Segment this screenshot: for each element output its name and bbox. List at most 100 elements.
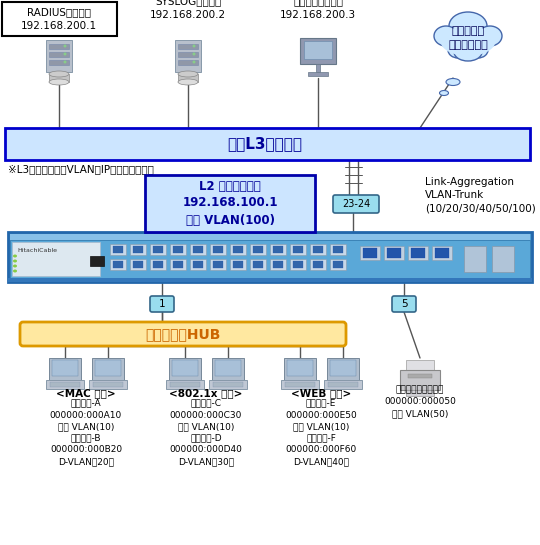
Bar xyxy=(133,261,143,268)
Bar xyxy=(313,261,323,268)
FancyBboxPatch shape xyxy=(392,296,416,312)
Bar xyxy=(193,261,203,268)
Ellipse shape xyxy=(441,26,496,56)
Bar xyxy=(387,248,401,258)
Bar xyxy=(95,360,121,376)
Ellipse shape xyxy=(13,264,17,268)
Bar xyxy=(170,244,186,255)
Ellipse shape xyxy=(192,52,195,56)
FancyBboxPatch shape xyxy=(20,322,346,346)
Text: 認証端末-F
000000:000F60
D-VLAN（40）: 認証端末-F 000000:000F60 D-VLAN（40） xyxy=(285,434,356,467)
Bar xyxy=(360,246,380,260)
Bar xyxy=(333,261,343,268)
Bar xyxy=(110,259,126,270)
Text: 1: 1 xyxy=(159,299,165,309)
Bar xyxy=(285,382,315,387)
Text: 23-24: 23-24 xyxy=(342,199,370,209)
Bar xyxy=(281,380,319,389)
Bar xyxy=(215,360,241,376)
Text: 5: 5 xyxy=(401,299,407,309)
Bar xyxy=(8,232,532,282)
Text: 認証不要プリンター
000000:000050
固定 VLAN(50): 認証不要プリンター 000000:000050 固定 VLAN(50) xyxy=(384,386,456,419)
Text: SYSLOGサーバー
192.168.200.2: SYSLOGサーバー 192.168.200.2 xyxy=(150,0,226,20)
Bar xyxy=(12,242,100,276)
Bar xyxy=(310,259,326,270)
Bar xyxy=(10,240,530,278)
Bar xyxy=(270,244,286,255)
Bar xyxy=(90,256,104,266)
Text: リピーターHUB: リピーターHUB xyxy=(145,327,221,341)
Text: L2 認証スイッチ
192.168.100.1
管理 VLAN(100): L2 認証スイッチ 192.168.100.1 管理 VLAN(100) xyxy=(183,179,278,227)
Bar xyxy=(250,259,266,270)
Bar xyxy=(213,261,223,268)
Bar xyxy=(293,246,303,253)
Bar xyxy=(153,246,163,253)
Bar xyxy=(284,358,316,380)
Text: 認証端末-A
000000:000A10
固定 VLAN(10): 認証端末-A 000000:000A10 固定 VLAN(10) xyxy=(50,399,122,431)
Bar xyxy=(49,52,69,57)
Bar xyxy=(230,244,246,255)
Text: 認証端末-C
000000:000C30
固定 VLAN(10): 認証端末-C 000000:000C30 固定 VLAN(10) xyxy=(170,399,242,431)
Bar xyxy=(363,248,377,258)
Bar xyxy=(52,360,78,376)
Bar xyxy=(169,358,201,380)
Bar xyxy=(8,278,532,282)
Ellipse shape xyxy=(178,71,198,77)
Bar xyxy=(110,244,126,255)
Ellipse shape xyxy=(64,60,66,64)
Bar xyxy=(313,246,323,253)
Bar xyxy=(193,246,203,253)
Ellipse shape xyxy=(446,78,460,86)
Bar xyxy=(210,259,226,270)
Bar xyxy=(432,246,452,260)
Bar xyxy=(49,74,69,82)
Ellipse shape xyxy=(192,45,195,47)
Bar xyxy=(153,261,163,268)
Bar xyxy=(253,246,263,253)
Ellipse shape xyxy=(449,12,487,40)
Text: 認証端末-D
000000:000D40
D-VLAN（30）: 認証端末-D 000000:000D40 D-VLAN（30） xyxy=(170,434,242,467)
Ellipse shape xyxy=(448,42,468,58)
Ellipse shape xyxy=(64,52,66,56)
Bar xyxy=(150,244,166,255)
Bar xyxy=(290,259,306,270)
Bar xyxy=(250,244,266,255)
Bar xyxy=(287,360,313,376)
Ellipse shape xyxy=(178,79,198,85)
Ellipse shape xyxy=(64,45,66,47)
Bar xyxy=(93,382,123,387)
Ellipse shape xyxy=(434,26,458,46)
Bar xyxy=(150,259,166,270)
Bar xyxy=(178,74,198,82)
Bar xyxy=(384,246,404,260)
Bar xyxy=(113,261,123,268)
Bar xyxy=(173,261,183,268)
Bar xyxy=(113,246,123,253)
Bar xyxy=(145,175,315,232)
Bar xyxy=(304,41,332,59)
Bar xyxy=(212,358,244,380)
Bar xyxy=(49,60,69,65)
Bar xyxy=(130,244,146,255)
Text: 上位L3スイッチ: 上位L3スイッチ xyxy=(227,136,302,152)
Bar xyxy=(173,246,183,253)
Bar xyxy=(327,358,359,380)
Ellipse shape xyxy=(13,269,17,272)
Bar xyxy=(400,370,440,390)
Bar xyxy=(328,382,358,387)
Bar xyxy=(49,358,81,380)
Ellipse shape xyxy=(13,255,17,257)
Bar xyxy=(408,374,432,378)
Bar xyxy=(133,246,143,253)
Bar xyxy=(49,44,69,49)
Bar xyxy=(46,380,84,389)
Bar xyxy=(178,52,198,57)
Text: 社内・社外
ネットワーク: 社内・社外 ネットワーク xyxy=(448,26,488,50)
Bar xyxy=(233,261,243,268)
Ellipse shape xyxy=(49,71,69,77)
Text: 認証端末-E
000000:000E50
固定 VLAN(10): 認証端末-E 000000:000E50 固定 VLAN(10) xyxy=(285,399,357,431)
Text: HitachiCable: HitachiCable xyxy=(17,247,57,252)
Ellipse shape xyxy=(454,43,482,61)
FancyBboxPatch shape xyxy=(333,195,379,213)
Bar xyxy=(464,246,486,272)
